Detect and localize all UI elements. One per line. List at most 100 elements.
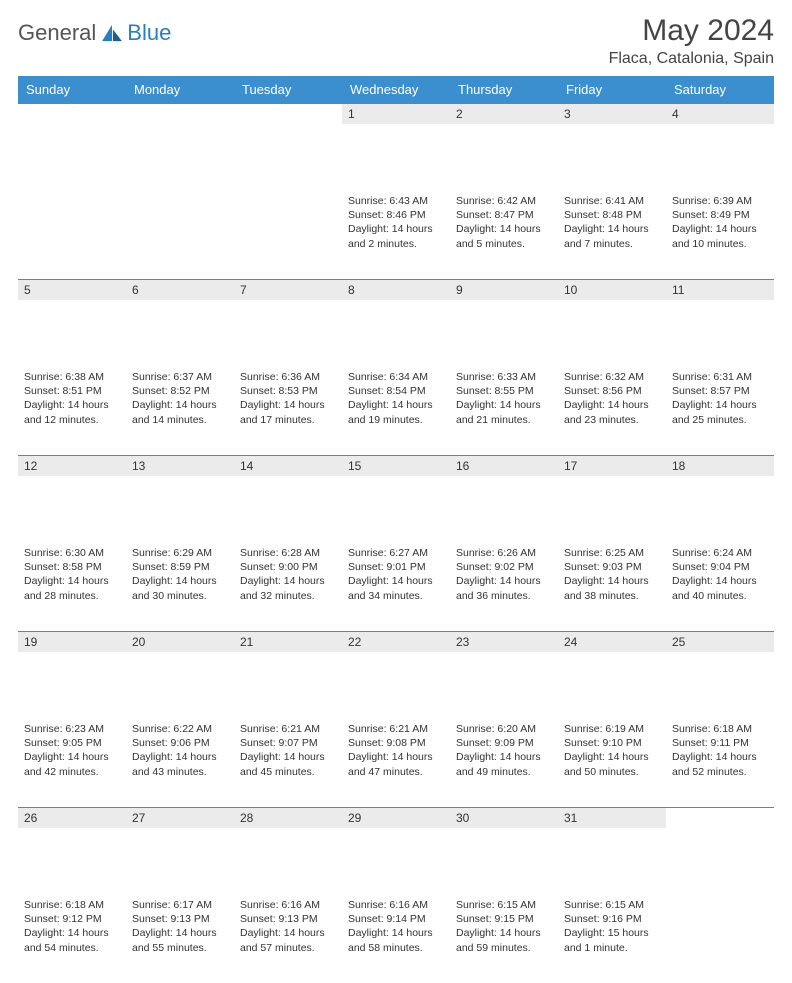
day-details: Sunrise: 6:25 AM Sunset: 9:03 PM Dayligh… — [558, 543, 666, 609]
day-number: 31 — [558, 807, 666, 828]
day-cell-body: Sunrise: 6:31 AM Sunset: 8:57 PM Dayligh… — [666, 367, 774, 455]
day-cell-body: Sunrise: 6:36 AM Sunset: 8:53 PM Dayligh… — [234, 367, 342, 455]
day-cell-body: Sunrise: 6:30 AM Sunset: 8:58 PM Dayligh… — [18, 543, 126, 631]
day-cell-header: 4 — [666, 103, 774, 191]
day-details: Sunrise: 6:16 AM Sunset: 9:13 PM Dayligh… — [234, 895, 342, 961]
week-body-row: Sunrise: 6:43 AM Sunset: 8:46 PM Dayligh… — [18, 191, 774, 279]
day-cell-body: Sunrise: 6:23 AM Sunset: 9:05 PM Dayligh… — [18, 719, 126, 807]
day-cell-header: 7 — [234, 279, 342, 367]
day-cell-body: Sunrise: 6:28 AM Sunset: 9:00 PM Dayligh… — [234, 543, 342, 631]
day-number: 26 — [18, 807, 126, 828]
location-label: Flaca, Catalonia, Spain — [609, 50, 774, 68]
day-details: Sunrise: 6:27 AM Sunset: 9:01 PM Dayligh… — [342, 543, 450, 609]
day-details: Sunrise: 6:20 AM Sunset: 9:09 PM Dayligh… — [450, 719, 558, 785]
day-cell-header: 26 — [18, 807, 126, 895]
day-cell-body: Sunrise: 6:25 AM Sunset: 9:03 PM Dayligh… — [558, 543, 666, 631]
day-cell-header: 8 — [342, 279, 450, 367]
day-details: Sunrise: 6:26 AM Sunset: 9:02 PM Dayligh… — [450, 543, 558, 609]
day-cell-body: Sunrise: 6:26 AM Sunset: 9:02 PM Dayligh… — [450, 543, 558, 631]
day-details: Sunrise: 6:17 AM Sunset: 9:13 PM Dayligh… — [126, 895, 234, 961]
day-number: 11 — [666, 279, 774, 300]
day-cell-header: 23 — [450, 631, 558, 719]
day-number: 14 — [234, 455, 342, 476]
day-cell-header: 3 — [558, 103, 666, 191]
day-cell-body: Sunrise: 6:34 AM Sunset: 8:54 PM Dayligh… — [342, 367, 450, 455]
day-cell-body: Sunrise: 6:22 AM Sunset: 9:06 PM Dayligh… — [126, 719, 234, 807]
day-cell-body: Sunrise: 6:32 AM Sunset: 8:56 PM Dayligh… — [558, 367, 666, 455]
day-details: Sunrise: 6:15 AM Sunset: 9:16 PM Dayligh… — [558, 895, 666, 961]
day-cell-body: Sunrise: 6:21 AM Sunset: 9:07 PM Dayligh… — [234, 719, 342, 807]
day-cell-header — [234, 103, 342, 191]
week-body-row: Sunrise: 6:38 AM Sunset: 8:51 PM Dayligh… — [18, 367, 774, 455]
calendar-table: SundayMondayTuesdayWednesdayThursdayFrid… — [18, 76, 774, 983]
day-number: 18 — [666, 455, 774, 476]
week-number-row: 12131415161718 — [18, 455, 774, 543]
day-details: Sunrise: 6:38 AM Sunset: 8:51 PM Dayligh… — [18, 367, 126, 433]
day-cell-body — [666, 895, 774, 983]
day-number: 27 — [126, 807, 234, 828]
day-details: Sunrise: 6:36 AM Sunset: 8:53 PM Dayligh… — [234, 367, 342, 433]
day-cell-header: 18 — [666, 455, 774, 543]
day-cell-header: 9 — [450, 279, 558, 367]
day-cell-header: 20 — [126, 631, 234, 719]
day-number: 21 — [234, 631, 342, 652]
day-number: 12 — [18, 455, 126, 476]
day-details: Sunrise: 6:39 AM Sunset: 8:49 PM Dayligh… — [666, 191, 774, 257]
day-cell-body: Sunrise: 6:33 AM Sunset: 8:55 PM Dayligh… — [450, 367, 558, 455]
day-details: Sunrise: 6:29 AM Sunset: 8:59 PM Dayligh… — [126, 543, 234, 609]
day-details: Sunrise: 6:37 AM Sunset: 8:52 PM Dayligh… — [126, 367, 234, 433]
day-cell-body: Sunrise: 6:21 AM Sunset: 9:08 PM Dayligh… — [342, 719, 450, 807]
day-cell-body: Sunrise: 6:41 AM Sunset: 8:48 PM Dayligh… — [558, 191, 666, 279]
day-cell-header — [126, 103, 234, 191]
day-cell-header: 17 — [558, 455, 666, 543]
day-number: 5 — [18, 279, 126, 300]
day-cell-header: 27 — [126, 807, 234, 895]
day-cell-header: 13 — [126, 455, 234, 543]
day-header: Wednesday — [342, 76, 450, 103]
day-details: Sunrise: 6:21 AM Sunset: 9:07 PM Dayligh… — [234, 719, 342, 785]
page-title: May 2024 — [609, 14, 774, 48]
day-details: Sunrise: 6:31 AM Sunset: 8:57 PM Dayligh… — [666, 367, 774, 433]
day-header: Tuesday — [234, 76, 342, 103]
day-cell-header: 16 — [450, 455, 558, 543]
day-cell-header: 19 — [18, 631, 126, 719]
day-details: Sunrise: 6:41 AM Sunset: 8:48 PM Dayligh… — [558, 191, 666, 257]
day-number: 1 — [342, 103, 450, 124]
day-cell-header: 25 — [666, 631, 774, 719]
day-header: Monday — [126, 76, 234, 103]
week-number-row: 567891011 — [18, 279, 774, 367]
day-cell-body: Sunrise: 6:37 AM Sunset: 8:52 PM Dayligh… — [126, 367, 234, 455]
day-details: Sunrise: 6:18 AM Sunset: 9:12 PM Dayligh… — [18, 895, 126, 961]
day-cell-header: 1 — [342, 103, 450, 191]
week-number-row: 1234 — [18, 103, 774, 191]
calendar-body: 1234Sunrise: 6:43 AM Sunset: 8:46 PM Day… — [18, 103, 774, 983]
day-details: Sunrise: 6:23 AM Sunset: 9:05 PM Dayligh… — [18, 719, 126, 785]
day-number: 3 — [558, 103, 666, 124]
day-cell-body — [18, 191, 126, 279]
day-cell-header: 5 — [18, 279, 126, 367]
day-number — [234, 103, 342, 124]
day-number: 6 — [126, 279, 234, 300]
day-number: 20 — [126, 631, 234, 652]
day-number: 2 — [450, 103, 558, 124]
day-cell-body: Sunrise: 6:39 AM Sunset: 8:49 PM Dayligh… — [666, 191, 774, 279]
day-number: 16 — [450, 455, 558, 476]
day-header: Thursday — [450, 76, 558, 103]
day-details: Sunrise: 6:33 AM Sunset: 8:55 PM Dayligh… — [450, 367, 558, 433]
day-cell-body: Sunrise: 6:15 AM Sunset: 9:16 PM Dayligh… — [558, 895, 666, 983]
week-body-row: Sunrise: 6:23 AM Sunset: 9:05 PM Dayligh… — [18, 719, 774, 807]
brand-logo: General Blue — [18, 20, 171, 46]
sail-icon — [101, 24, 123, 42]
day-cell-body: Sunrise: 6:20 AM Sunset: 9:09 PM Dayligh… — [450, 719, 558, 807]
day-details: Sunrise: 6:16 AM Sunset: 9:14 PM Dayligh… — [342, 895, 450, 961]
day-details: Sunrise: 6:43 AM Sunset: 8:46 PM Dayligh… — [342, 191, 450, 257]
day-cell-body: Sunrise: 6:19 AM Sunset: 9:10 PM Dayligh… — [558, 719, 666, 807]
day-number: 22 — [342, 631, 450, 652]
day-number — [18, 103, 126, 124]
day-cell-header: 6 — [126, 279, 234, 367]
day-cell-body: Sunrise: 6:16 AM Sunset: 9:14 PM Dayligh… — [342, 895, 450, 983]
day-cell-header: 29 — [342, 807, 450, 895]
brand-word-2: Blue — [127, 20, 171, 46]
week-number-row: 19202122232425 — [18, 631, 774, 719]
day-number: 28 — [234, 807, 342, 828]
